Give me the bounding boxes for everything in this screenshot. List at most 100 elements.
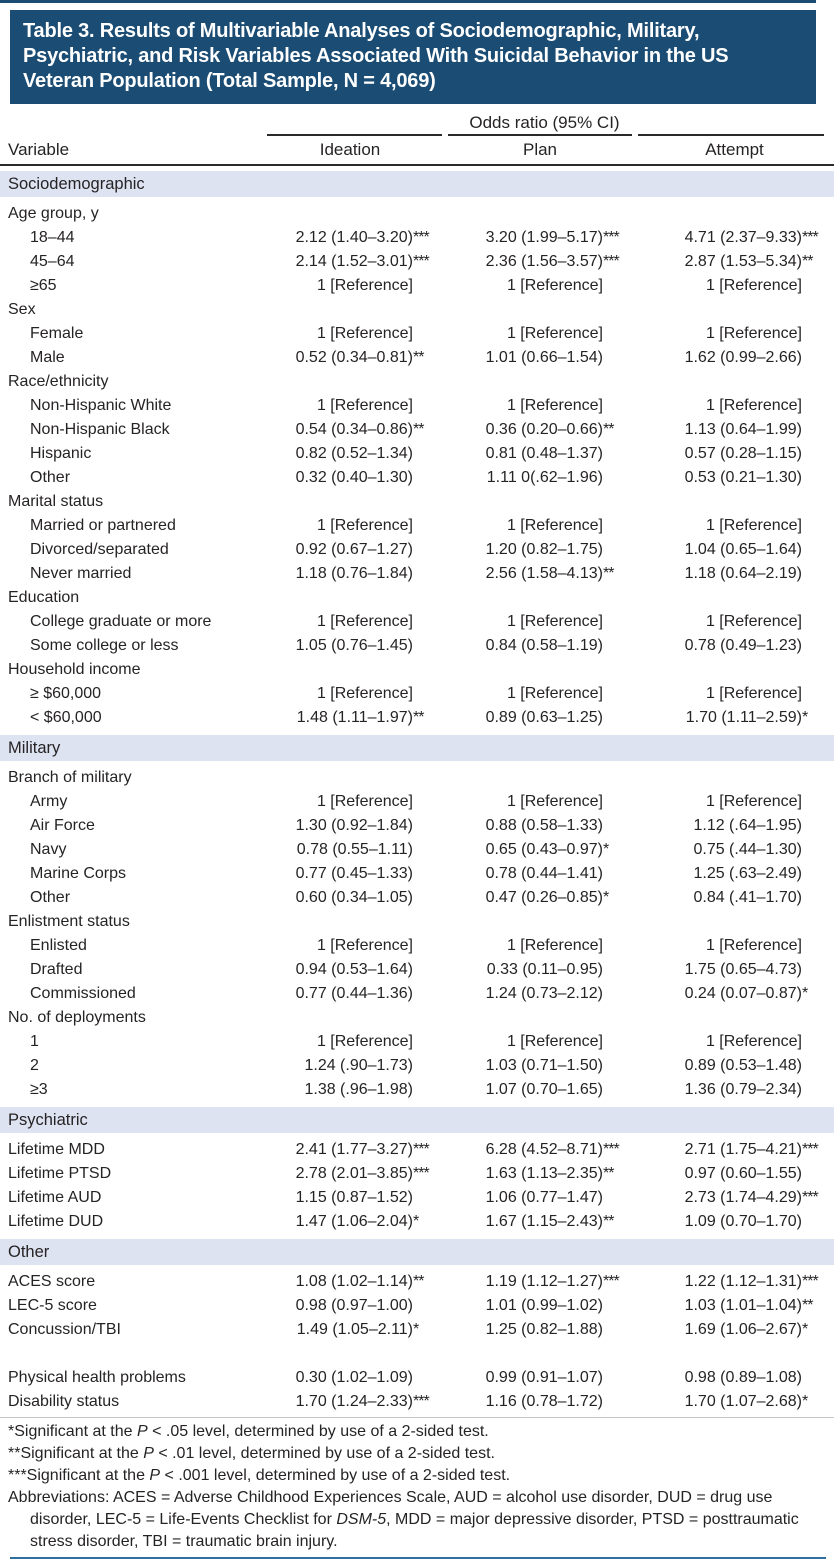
significance-stars: ** — [802, 253, 813, 270]
significance-stars — [802, 1078, 826, 1102]
odds-ratio-span-header: Odds ratio (95% CI) — [469, 113, 620, 132]
odds-ratio-value: 1.05 (0.76–1.45) — [295, 637, 413, 654]
odds-ratio-cell-attempt: 1 [Reference] — [635, 1030, 834, 1054]
significance-stars — [603, 1366, 627, 1390]
odds-ratio-value: 0.53 (0.21–1.30) — [684, 469, 802, 486]
significance-stars — [603, 814, 627, 838]
odds-ratio-value: 1 [Reference] — [316, 397, 413, 414]
odds-ratio-cell-plan: 2.56 (1.58–4.13) ** — [445, 562, 635, 586]
odds-ratio-cell-ideation: 0.98 (0.97–1.00) — [255, 1294, 445, 1318]
significance-stars — [802, 562, 826, 586]
odds-ratio-value: 1.20 (0.82–1.75) — [485, 541, 603, 558]
odds-ratio-cell-plan: 2.36 (1.56–3.57) *** — [445, 250, 635, 274]
odds-ratio-value: 0.30 (1.02–1.09) — [295, 1369, 413, 1386]
footnote-text: Abbreviations: ACES = Adverse Childhood … — [8, 1489, 773, 1528]
table-row: 1 1 [Reference] 1 [Reference] 1 [Reference] — [0, 1030, 834, 1054]
row-group-label: No. of deployments — [8, 1009, 146, 1026]
significance-stars — [413, 442, 437, 466]
odds-ratio-cell-plan: 0.99 (0.91–1.07) — [445, 1366, 635, 1390]
significance-stars — [413, 1054, 437, 1078]
significance-stars: * — [802, 1321, 808, 1338]
row-group-label: Sex — [8, 301, 36, 318]
column-header-variable: Variable — [8, 140, 70, 159]
odds-ratio-value: 1.01 (0.66–1.54) — [485, 349, 603, 366]
odds-ratio-value: 1.70 (1.11–2.59) — [685, 709, 802, 726]
odds-ratio-value: 1 [Reference] — [506, 517, 603, 534]
odds-ratio-cell-ideation: 1 [Reference] — [255, 514, 445, 538]
table-row: Other 0.32 (0.40–1.30) 1.11 0(.62–1.96) 0.5… — [0, 466, 834, 490]
odds-ratio-cell-plan: 1 [Reference] — [445, 682, 635, 706]
odds-ratio-value: 1 [Reference] — [705, 613, 802, 630]
table-row: ≥65 1 [Reference] 1 [Reference] 1 [Referenc… — [0, 274, 834, 298]
footnote-text: < .01 level, determined by use of a 2-si… — [153, 1445, 495, 1462]
odds-ratio-cell-attempt: 2.87 (1.53–5.34) ** — [635, 250, 834, 274]
odds-ratio-value: 1.25 (.63–2.49) — [693, 865, 802, 882]
row-label: ACES score — [8, 1273, 96, 1290]
odds-ratio-cell-plan: 1.03 (0.71–1.50) — [445, 1054, 635, 1078]
table-row: 2 1.24 (.90–1.73) 1.03 (0.71–1.50) 0.89 (0.… — [0, 1054, 834, 1078]
table-row: Hispanic 0.82 (0.52–1.34) 0.81 (0.48–1.37)… — [0, 442, 834, 466]
odds-ratio-value: 0.75 (.44–1.30) — [693, 841, 802, 858]
odds-ratio-value: 1.16 (0.78–1.72) — [485, 1393, 603, 1410]
row-label: Hispanic — [30, 445, 92, 462]
odds-ratio-value: 1.24 (0.73–2.12) — [485, 985, 603, 1002]
row-label: Male — [30, 349, 65, 366]
odds-ratio-value: 1.69 (1.06–2.67) — [684, 1321, 802, 1338]
odds-ratio-cell-plan: 1 [Reference] — [445, 274, 635, 298]
table-row — [0, 1342, 834, 1366]
odds-ratio-cell-attempt: 0.24 (0.07–0.87) * — [635, 982, 834, 1006]
odds-ratio-value: 1 [Reference] — [705, 277, 802, 294]
odds-ratio-value: 1.19 (1.12–1.27) — [485, 1273, 603, 1290]
odds-ratio-cell-attempt: 0.57 (0.28–1.15) — [635, 442, 834, 466]
odds-ratio-cell-attempt: 1.09 (0.70–1.70) — [635, 1210, 834, 1234]
odds-ratio-value: 0.89 (0.53–1.48) — [684, 1057, 802, 1074]
table-row: ACES score 1.08 (1.02–1.14) ** 1.19 (1.12–1… — [0, 1270, 834, 1294]
odds-ratio-value: 0.65 (0.43–0.97) — [485, 841, 603, 858]
odds-ratio-value: 1 [Reference] — [316, 325, 413, 342]
significance-stars — [603, 634, 627, 658]
odds-ratio-cell-plan: 0.88 (0.58–1.33) — [445, 814, 635, 838]
significance-stars — [802, 814, 826, 838]
odds-ratio-value: 0.98 (0.97–1.00) — [295, 1297, 413, 1314]
odds-ratio-cell-attempt: 0.53 (0.21–1.30) — [635, 466, 834, 490]
odds-ratio-value: 1 [Reference] — [506, 793, 603, 810]
odds-ratio-cell-attempt: 0.97 (0.60–1.55) — [635, 1162, 834, 1186]
significance-stars — [413, 1078, 437, 1102]
significance-stars — [802, 610, 826, 634]
odds-ratio-cell-ideation: 1.18 (0.76–1.84) — [255, 562, 445, 586]
significance-stars: *** — [603, 253, 620, 270]
significance-stars: ** — [413, 421, 424, 438]
table-row: Divorced/separated 0.92 (0.67–1.27) 1.20 (… — [0, 538, 834, 562]
significance-stars — [603, 682, 627, 706]
odds-ratio-value: 1.06 (0.77–1.47) — [485, 1189, 603, 1206]
odds-ratio-cell-attempt: 1.22 (1.12–1.31) *** — [635, 1270, 834, 1294]
odds-ratio-value: 1 [Reference] — [316, 793, 413, 810]
row-label: Disability status — [8, 1393, 120, 1410]
column-header-attempt: Attempt — [705, 140, 764, 159]
odds-ratio-value: 2.41 (1.77–3.27) — [295, 1141, 413, 1158]
significance-stars: * — [603, 841, 609, 858]
odds-ratio-cell-attempt: 1 [Reference] — [635, 274, 834, 298]
odds-ratio-cell-plan: 1 [Reference] — [445, 394, 635, 418]
section-header: Military — [0, 735, 834, 761]
odds-ratio-cell-ideation: 2.41 (1.77–3.27) *** — [255, 1138, 445, 1162]
odds-ratio-cell-attempt: 1 [Reference] — [635, 322, 834, 346]
odds-ratio-cell-ideation: 1 [Reference] — [255, 274, 445, 298]
odds-ratio-cell-attempt: 1.70 (1.11–2.59) * — [635, 706, 834, 730]
table-row: Lifetime AUD 1.15 (0.87–1.52) 1.06 (0.77–1… — [0, 1186, 834, 1210]
odds-ratio-value: 1.70 (1.07–2.68) — [684, 1393, 802, 1410]
table-row: Marital status — [0, 490, 834, 514]
column-header-row: Variable Ideation Plan Attempt — [0, 136, 834, 166]
row-group-label: Household income — [8, 661, 141, 678]
odds-ratio-cell-ideation: 0.60 (0.34–1.05) — [255, 886, 445, 910]
table-row: ≥3 1.38 (.96–1.98) 1.07 (0.70–1.65) 1.36 (0… — [0, 1078, 834, 1102]
odds-ratio-cell-ideation: 0.77 (0.44–1.36) — [255, 982, 445, 1006]
table-row: Lifetime PTSD 2.78 (2.01–3.85) *** 1.63 (1.… — [0, 1162, 834, 1186]
significance-stars — [802, 1054, 826, 1078]
row-label: ≥3 — [30, 1081, 48, 1098]
odds-ratio-value: 0.77 (0.44–1.36) — [295, 985, 413, 1002]
significance-stars — [413, 682, 437, 706]
odds-ratio-cell-plan: 0.65 (0.43–0.97) * — [445, 838, 635, 862]
significance-stars — [603, 1318, 627, 1342]
